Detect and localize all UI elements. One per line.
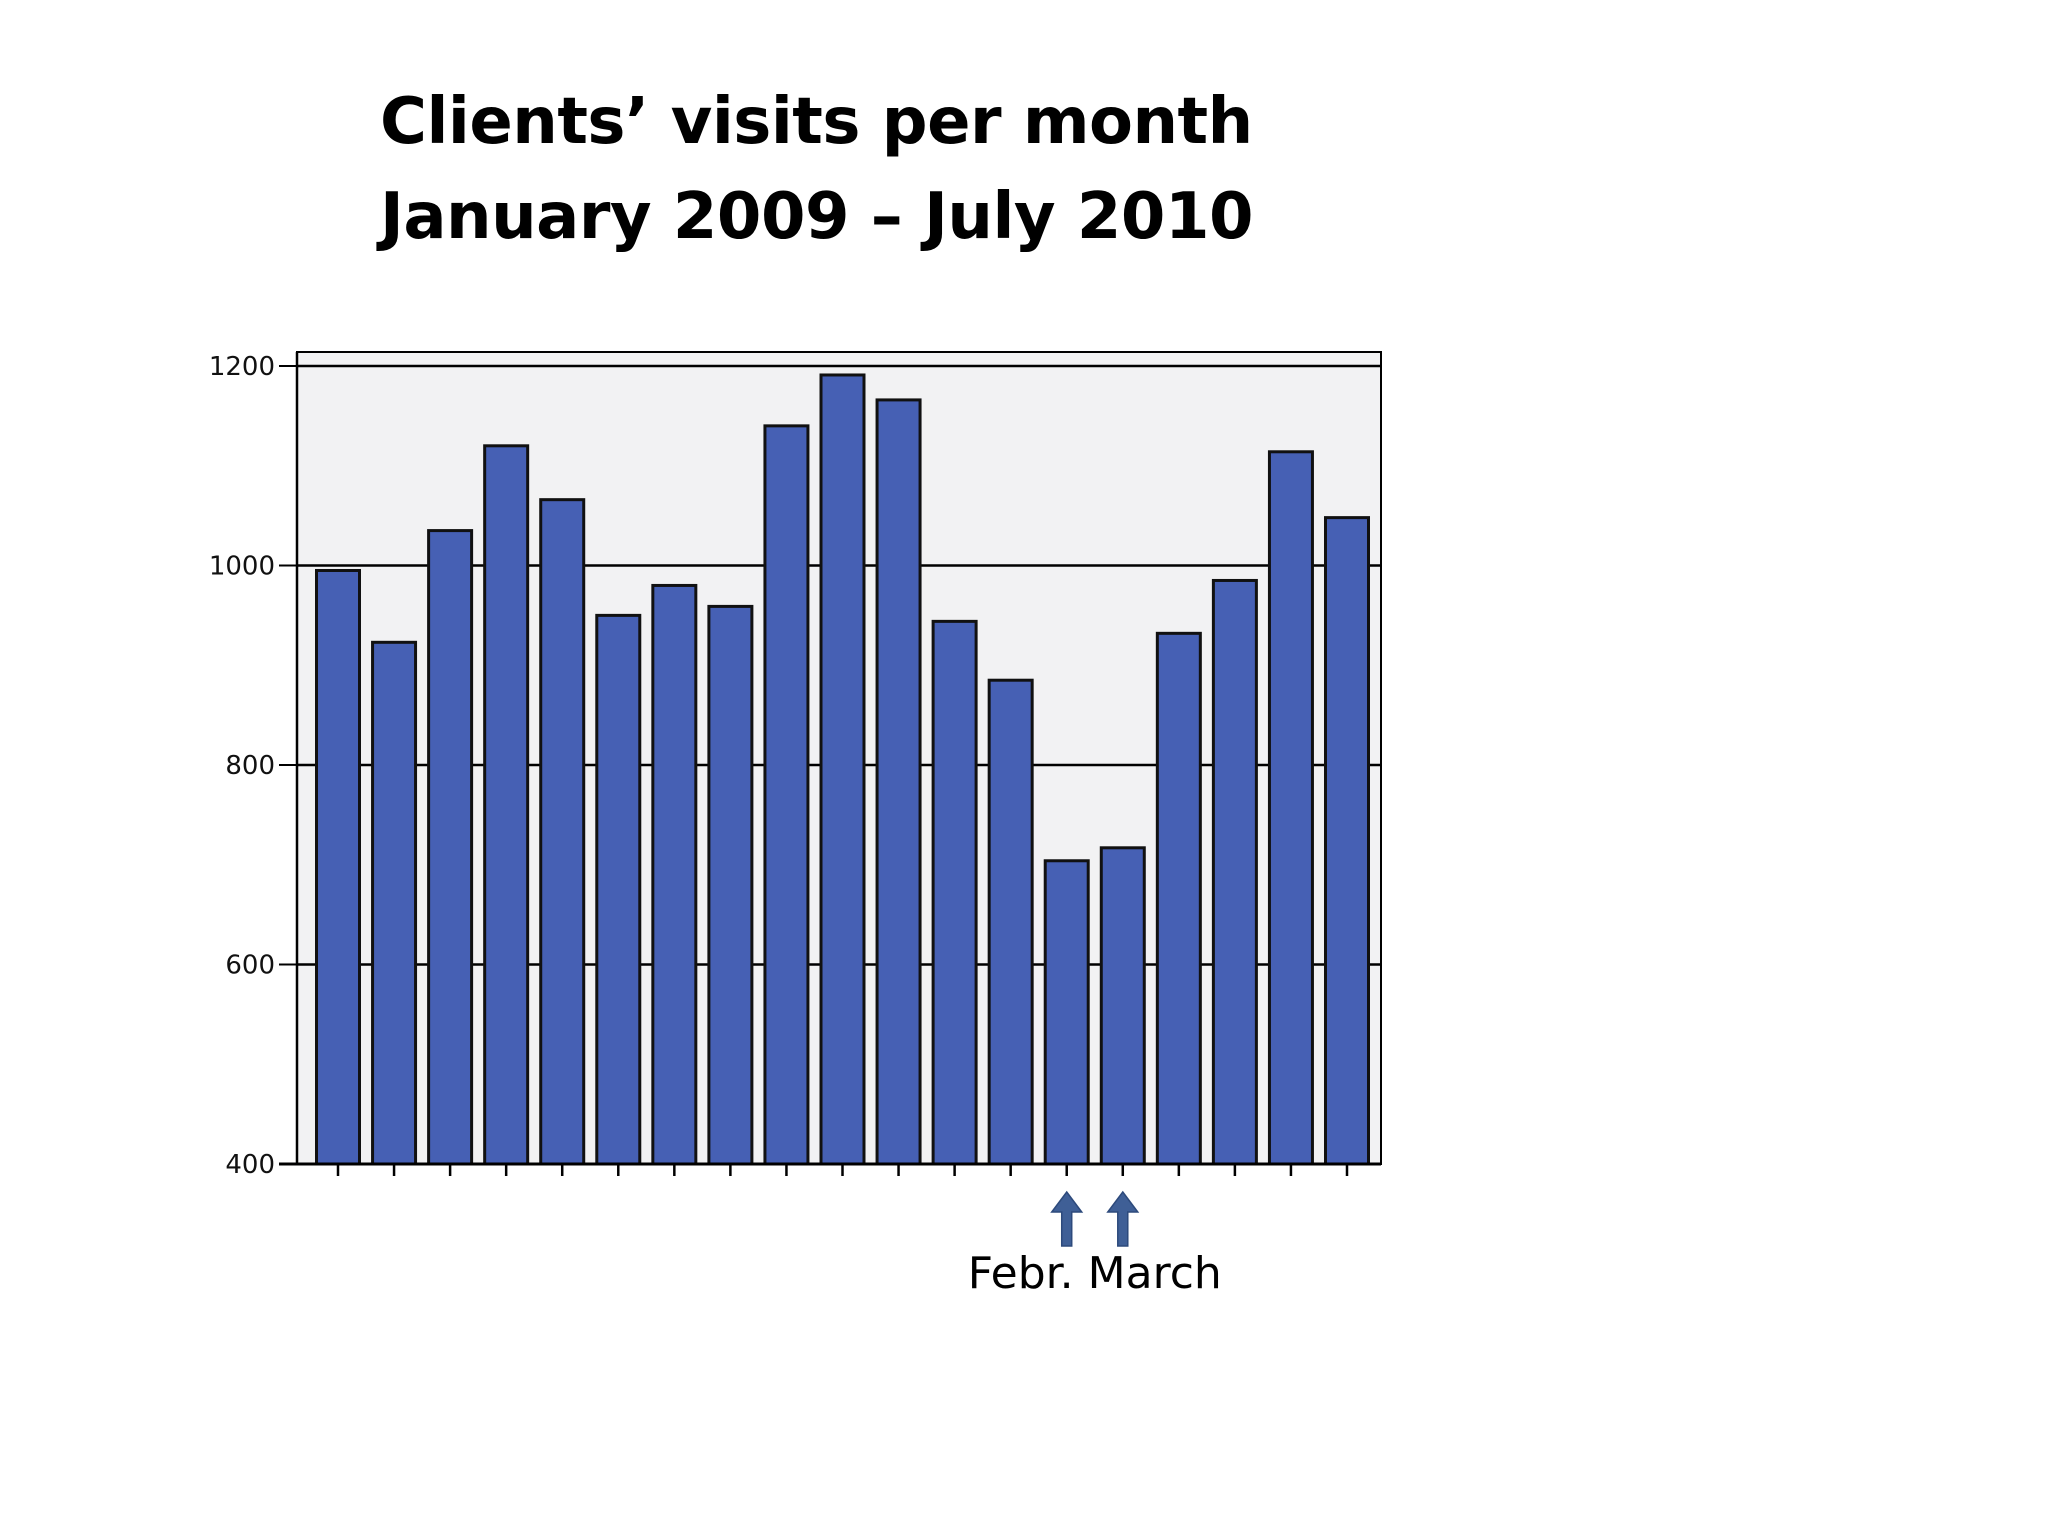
bar-16 — [1155, 631, 1202, 1166]
bar-1 — [315, 568, 361, 1166]
arrow-icon — [1050, 1190, 1084, 1247]
bar-4 — [483, 444, 530, 1166]
bar-17 — [1211, 578, 1258, 1166]
y-tick-label-1000: 1000 — [209, 552, 275, 582]
bar-11 — [875, 398, 922, 1166]
y-tick-label-800: 800 — [225, 751, 275, 781]
bar-18 — [1267, 450, 1314, 1166]
bar-15 — [1099, 846, 1146, 1166]
bar-9 — [763, 424, 810, 1166]
bar-7 — [651, 583, 698, 1166]
bar-19 — [1324, 516, 1370, 1166]
bar-3 — [427, 529, 474, 1166]
bar-12 — [931, 619, 978, 1166]
bar-8 — [707, 604, 754, 1166]
y-tick-label-1200: 1200 — [209, 352, 275, 382]
bar-14 — [1043, 859, 1090, 1166]
axes: 400 600 800 1000 1200 — [209, 352, 1381, 1180]
bar-13 — [987, 678, 1034, 1166]
bar-6 — [595, 613, 642, 1166]
arrow-icon — [1106, 1190, 1140, 1247]
y-tick-label-600: 600 — [225, 951, 275, 981]
bar-2 — [371, 640, 418, 1166]
bar-5 — [539, 498, 586, 1166]
bar-10 — [819, 373, 866, 1166]
chart-title-line-1: Clients’ visits per month — [380, 85, 1253, 159]
chart-title-line-2: January 2009 – July 2010 — [380, 180, 1254, 254]
annotations: Febr. March — [968, 1190, 1222, 1299]
annotation-label: Febr. March — [968, 1248, 1222, 1299]
y-tick-label-400: 400 — [225, 1150, 275, 1180]
